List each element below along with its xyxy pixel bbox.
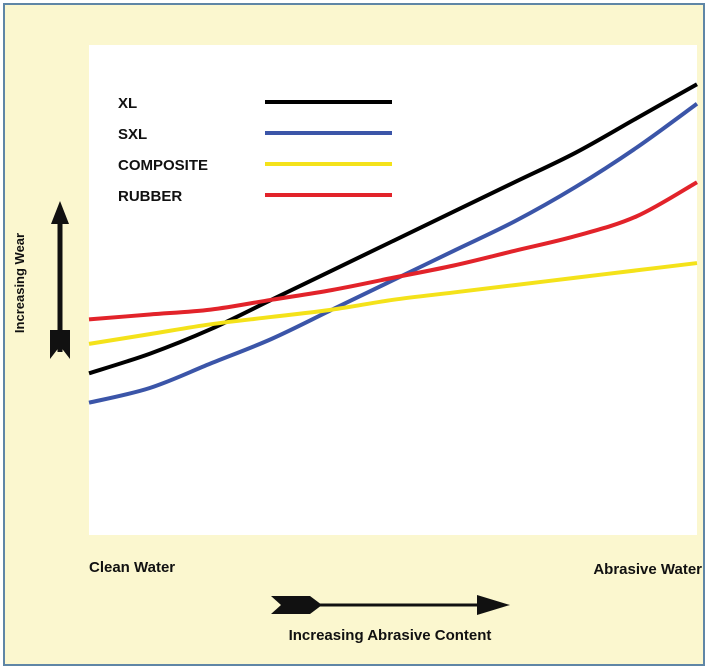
x-end-label: Abrasive Water	[593, 561, 702, 578]
series-line-sxl	[88, 102, 699, 405]
legend: XL SXL COMPOSITE RUBBER	[118, 95, 392, 205]
x-axis-arrow	[271, 595, 510, 615]
series-line-xl	[88, 82, 698, 376]
series-line-composite	[88, 261, 698, 346]
series-layer	[88, 82, 699, 405]
plot-area	[89, 45, 697, 535]
series-line-rubber	[88, 180, 698, 322]
legend-label-sxl: SXL	[118, 126, 147, 143]
legend-label-composite: COMPOSITE	[118, 157, 208, 174]
legend-label-xl: XL	[118, 95, 137, 112]
x-axis-label: Increasing Abrasive Content	[289, 627, 492, 644]
y-axis-arrow	[50, 201, 70, 359]
x-start-label: Clean Water	[89, 559, 175, 576]
y-axis-label: Increasing Wear	[12, 233, 27, 333]
legend-label-rubber: RUBBER	[118, 188, 182, 205]
